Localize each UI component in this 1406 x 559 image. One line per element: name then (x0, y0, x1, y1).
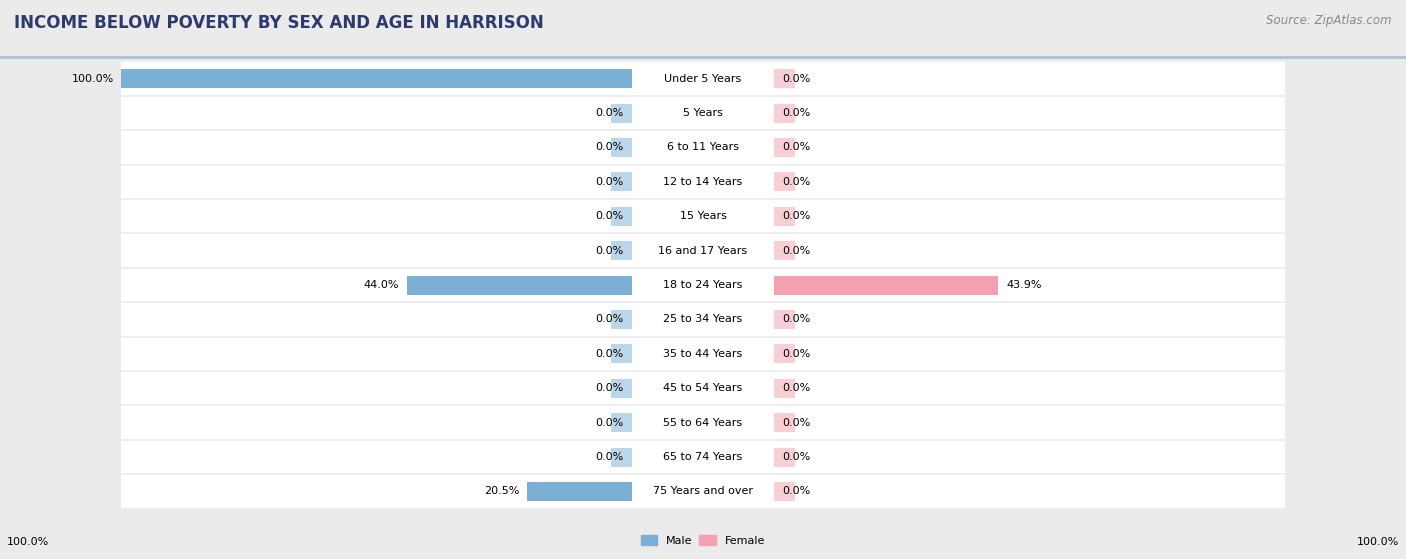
Bar (121, 302, 1285, 337)
Text: 6 to 11 Years: 6 to 11 Years (666, 143, 740, 153)
Text: 0.0%: 0.0% (596, 452, 624, 462)
Text: 65 to 74 Years: 65 to 74 Years (664, 452, 742, 462)
Text: 18 to 24 Years: 18 to 24 Years (664, 280, 742, 290)
Bar (121, 268, 1285, 302)
Text: 0.0%: 0.0% (782, 383, 810, 394)
Bar (612, 172, 631, 191)
Text: INCOME BELOW POVERTY BY SEX AND AGE IN HARRISON: INCOME BELOW POVERTY BY SEX AND AGE IN H… (14, 14, 544, 32)
Bar (121, 440, 1285, 474)
Bar (121, 69, 631, 88)
Bar (527, 482, 631, 501)
Text: 0.0%: 0.0% (782, 143, 810, 153)
Text: 100.0%: 100.0% (7, 537, 49, 547)
Bar (775, 172, 794, 191)
Bar (775, 138, 794, 157)
Bar (121, 371, 1285, 405)
Bar (612, 103, 631, 122)
Bar (775, 276, 794, 295)
Text: 0.0%: 0.0% (782, 486, 810, 496)
Bar (612, 413, 631, 432)
Text: 0.0%: 0.0% (782, 246, 810, 255)
Text: 0.0%: 0.0% (782, 349, 810, 359)
Text: 0.0%: 0.0% (596, 383, 624, 394)
Bar (121, 234, 1285, 268)
Bar (121, 405, 1285, 440)
Text: 12 to 14 Years: 12 to 14 Years (664, 177, 742, 187)
Text: 0.0%: 0.0% (596, 246, 624, 255)
Bar (612, 344, 631, 363)
Text: Source: ZipAtlas.com: Source: ZipAtlas.com (1267, 14, 1392, 27)
Text: 25 to 34 Years: 25 to 34 Years (664, 315, 742, 324)
Bar (775, 379, 794, 398)
Text: 35 to 44 Years: 35 to 44 Years (664, 349, 742, 359)
Text: 44.0%: 44.0% (364, 280, 399, 290)
Bar (612, 448, 631, 467)
Text: 55 to 64 Years: 55 to 64 Years (664, 418, 742, 428)
Bar (121, 199, 1285, 234)
Text: 0.0%: 0.0% (782, 177, 810, 187)
Text: 16 and 17 Years: 16 and 17 Years (658, 246, 748, 255)
Text: 0.0%: 0.0% (596, 349, 624, 359)
Text: 0.0%: 0.0% (782, 74, 810, 84)
Text: 0.0%: 0.0% (596, 143, 624, 153)
Text: 100.0%: 100.0% (72, 74, 114, 84)
Bar (121, 130, 1285, 165)
Bar (612, 276, 631, 295)
Bar (612, 310, 631, 329)
Bar (775, 207, 794, 226)
Text: 0.0%: 0.0% (782, 452, 810, 462)
Text: 43.9%: 43.9% (1007, 280, 1042, 290)
Text: 20.5%: 20.5% (484, 486, 519, 496)
Bar (121, 96, 1285, 130)
Bar (612, 482, 631, 501)
Text: Under 5 Years: Under 5 Years (665, 74, 741, 84)
Bar (408, 276, 631, 295)
Text: 0.0%: 0.0% (596, 108, 624, 118)
Text: 0.0%: 0.0% (782, 315, 810, 324)
Bar (775, 448, 794, 467)
Bar (775, 276, 998, 295)
Bar (612, 379, 631, 398)
Bar (775, 69, 794, 88)
Text: 100.0%: 100.0% (1357, 537, 1399, 547)
Text: 0.0%: 0.0% (782, 108, 810, 118)
Bar (612, 69, 631, 88)
Bar (121, 474, 1285, 509)
Bar (121, 165, 1285, 199)
Bar (612, 207, 631, 226)
Bar (775, 344, 794, 363)
Bar (775, 482, 794, 501)
Text: 15 Years: 15 Years (679, 211, 727, 221)
Bar (775, 310, 794, 329)
Text: 75 Years and over: 75 Years and over (652, 486, 754, 496)
Text: 0.0%: 0.0% (596, 315, 624, 324)
Bar (775, 103, 794, 122)
Text: 0.0%: 0.0% (596, 211, 624, 221)
Text: 0.0%: 0.0% (596, 418, 624, 428)
Legend: Male, Female: Male, Female (637, 531, 769, 551)
Bar (775, 413, 794, 432)
Bar (121, 61, 1285, 96)
Bar (121, 337, 1285, 371)
Bar (612, 138, 631, 157)
Text: 45 to 54 Years: 45 to 54 Years (664, 383, 742, 394)
Text: 5 Years: 5 Years (683, 108, 723, 118)
Text: 0.0%: 0.0% (782, 418, 810, 428)
Bar (612, 241, 631, 260)
Bar (775, 241, 794, 260)
Text: 0.0%: 0.0% (782, 211, 810, 221)
Text: 0.0%: 0.0% (596, 177, 624, 187)
